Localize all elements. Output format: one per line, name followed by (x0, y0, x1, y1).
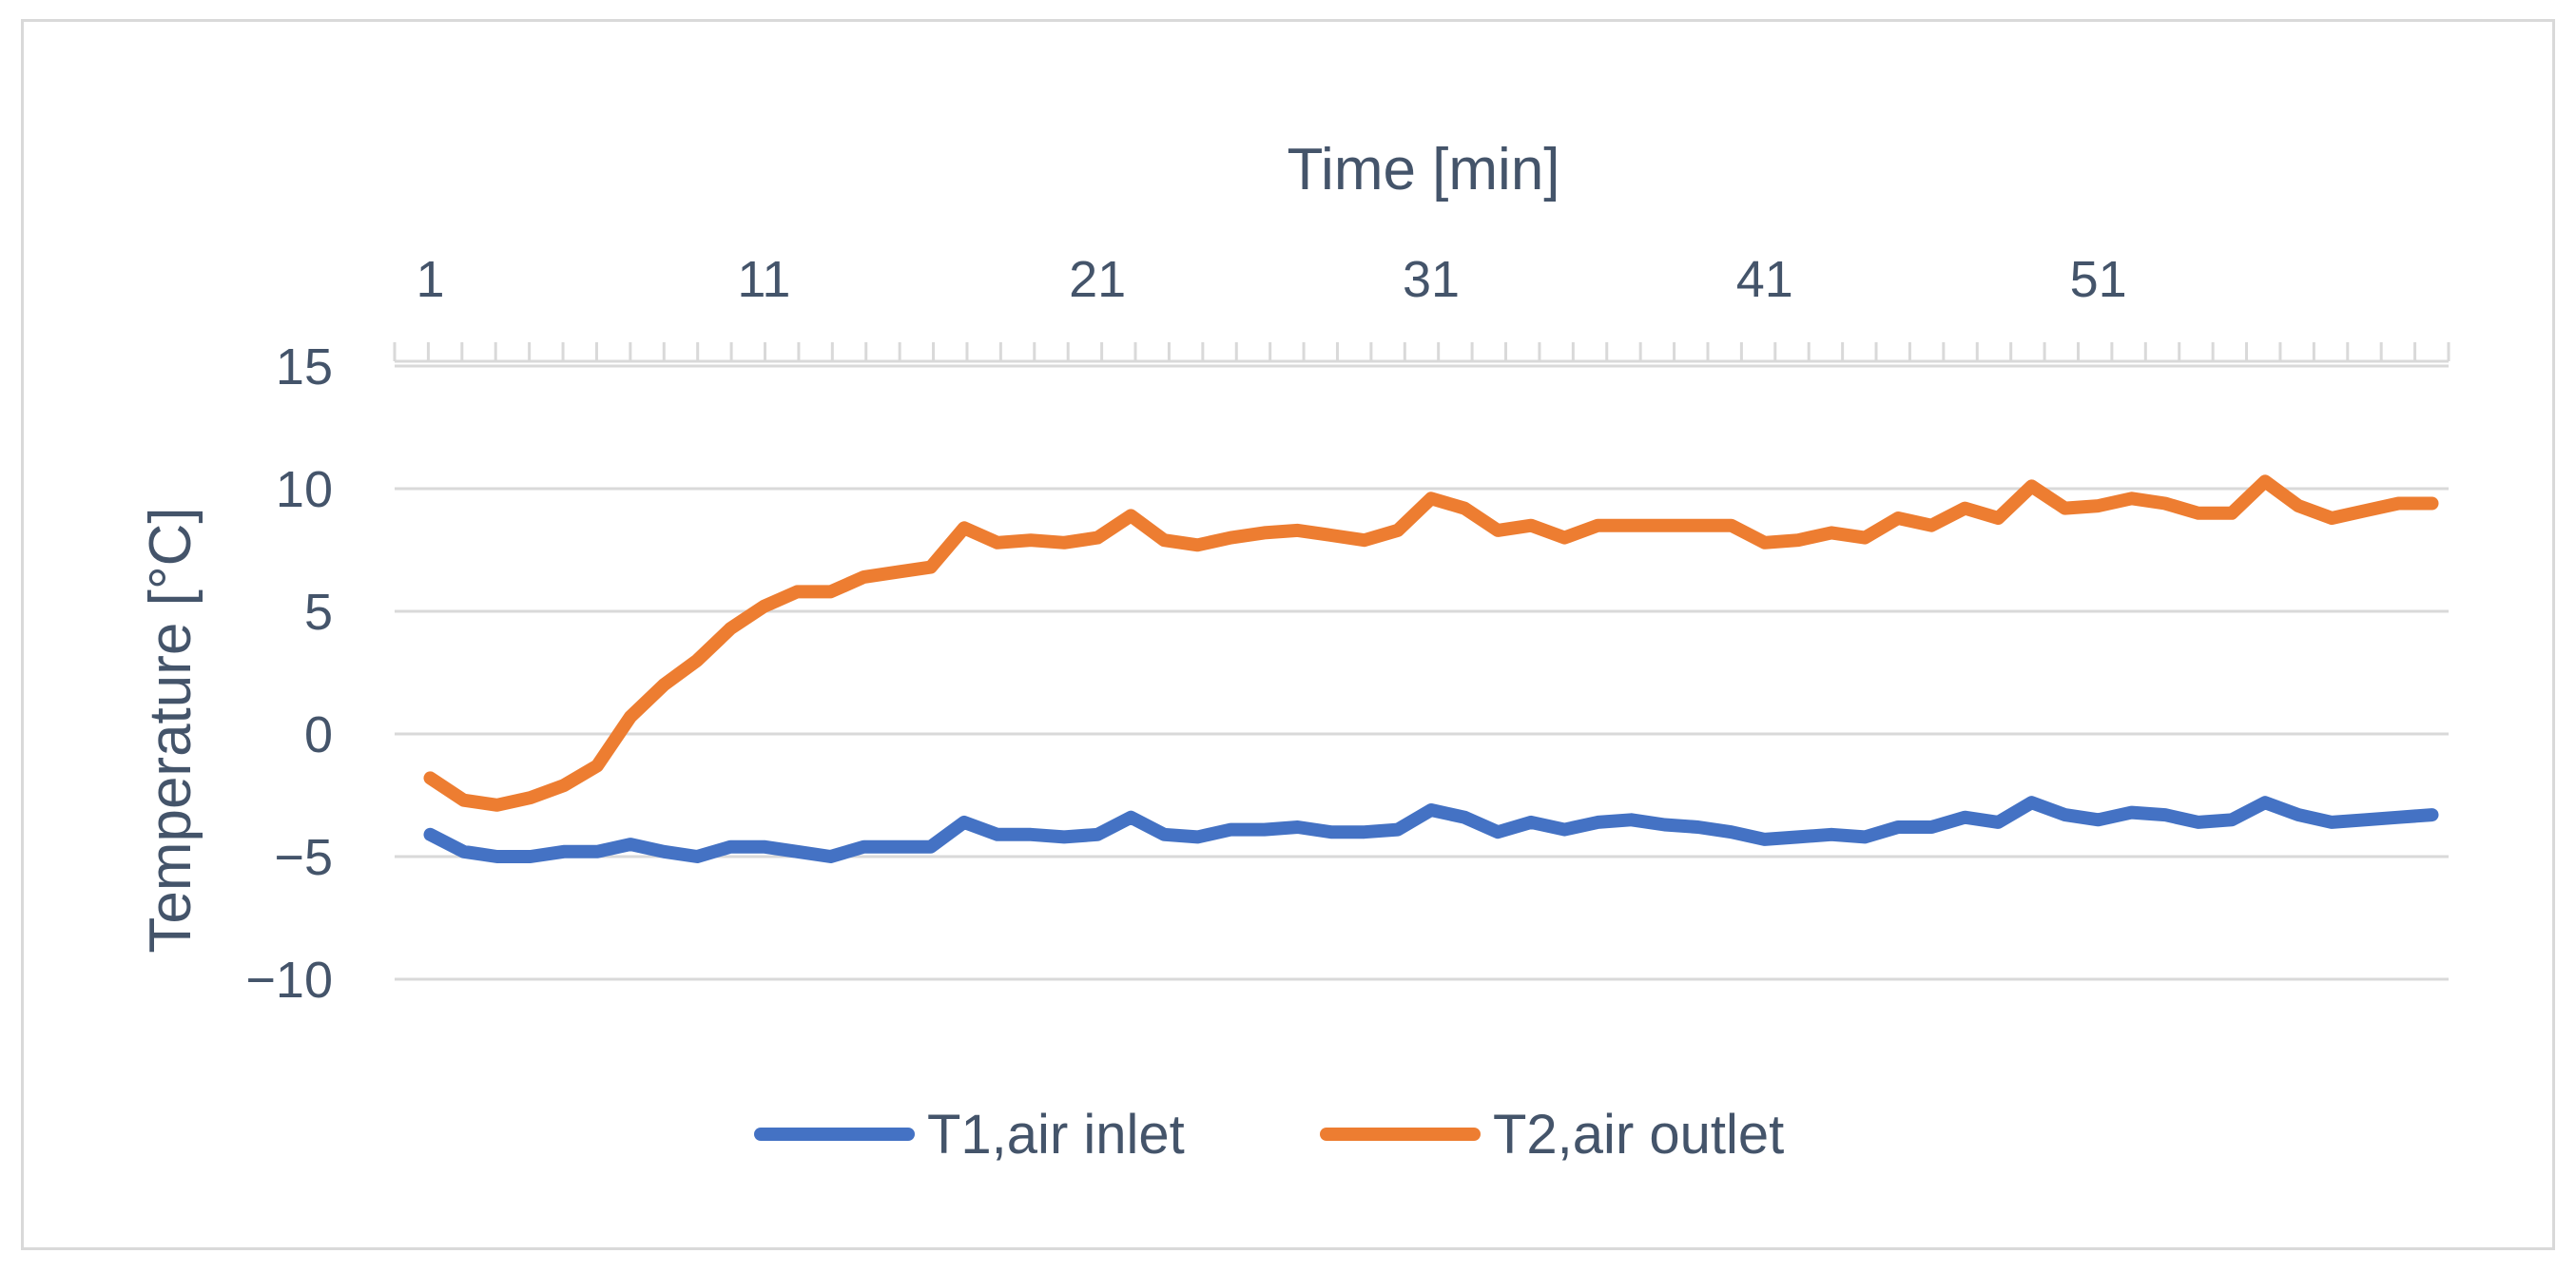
series-line-2 (423, 474, 2439, 812)
series-layer (423, 474, 2439, 863)
chart-frame (21, 19, 2555, 1250)
x-tick-label: 11 (737, 251, 790, 308)
legend-label-2: T2,air outlet (1493, 1104, 1784, 1166)
x-tick-label: 31 (1403, 251, 1460, 308)
legend-label-1: T1,air inlet (927, 1104, 1185, 1166)
series-line-1 (423, 796, 2439, 863)
x-tick-label: 41 (1736, 251, 1793, 308)
y-tick-label: −5 (274, 829, 333, 886)
y-tick-label: 5 (304, 584, 333, 641)
x-axis-title: Time [min] (1287, 137, 1559, 203)
grid-lines (395, 364, 2449, 981)
y-axis: 15 10 5 0 −5 −10 (245, 338, 333, 1009)
x-tick-label: 1 (416, 251, 445, 308)
y-tick-label: −10 (245, 952, 333, 1009)
legend: T1,air inlet T2,air outlet (754, 1104, 1784, 1166)
x-tick-label: 21 (1069, 251, 1126, 308)
x-tick-label: 51 (2070, 251, 2127, 308)
y-tick-label: 15 (276, 338, 333, 395)
y-axis-title: Temperature [°C] (138, 507, 203, 953)
y-tick-label: 0 (304, 706, 333, 763)
x-axis: 1 11 21 31 41 51 (393, 251, 2450, 363)
y-tick-label: 10 (276, 461, 333, 518)
